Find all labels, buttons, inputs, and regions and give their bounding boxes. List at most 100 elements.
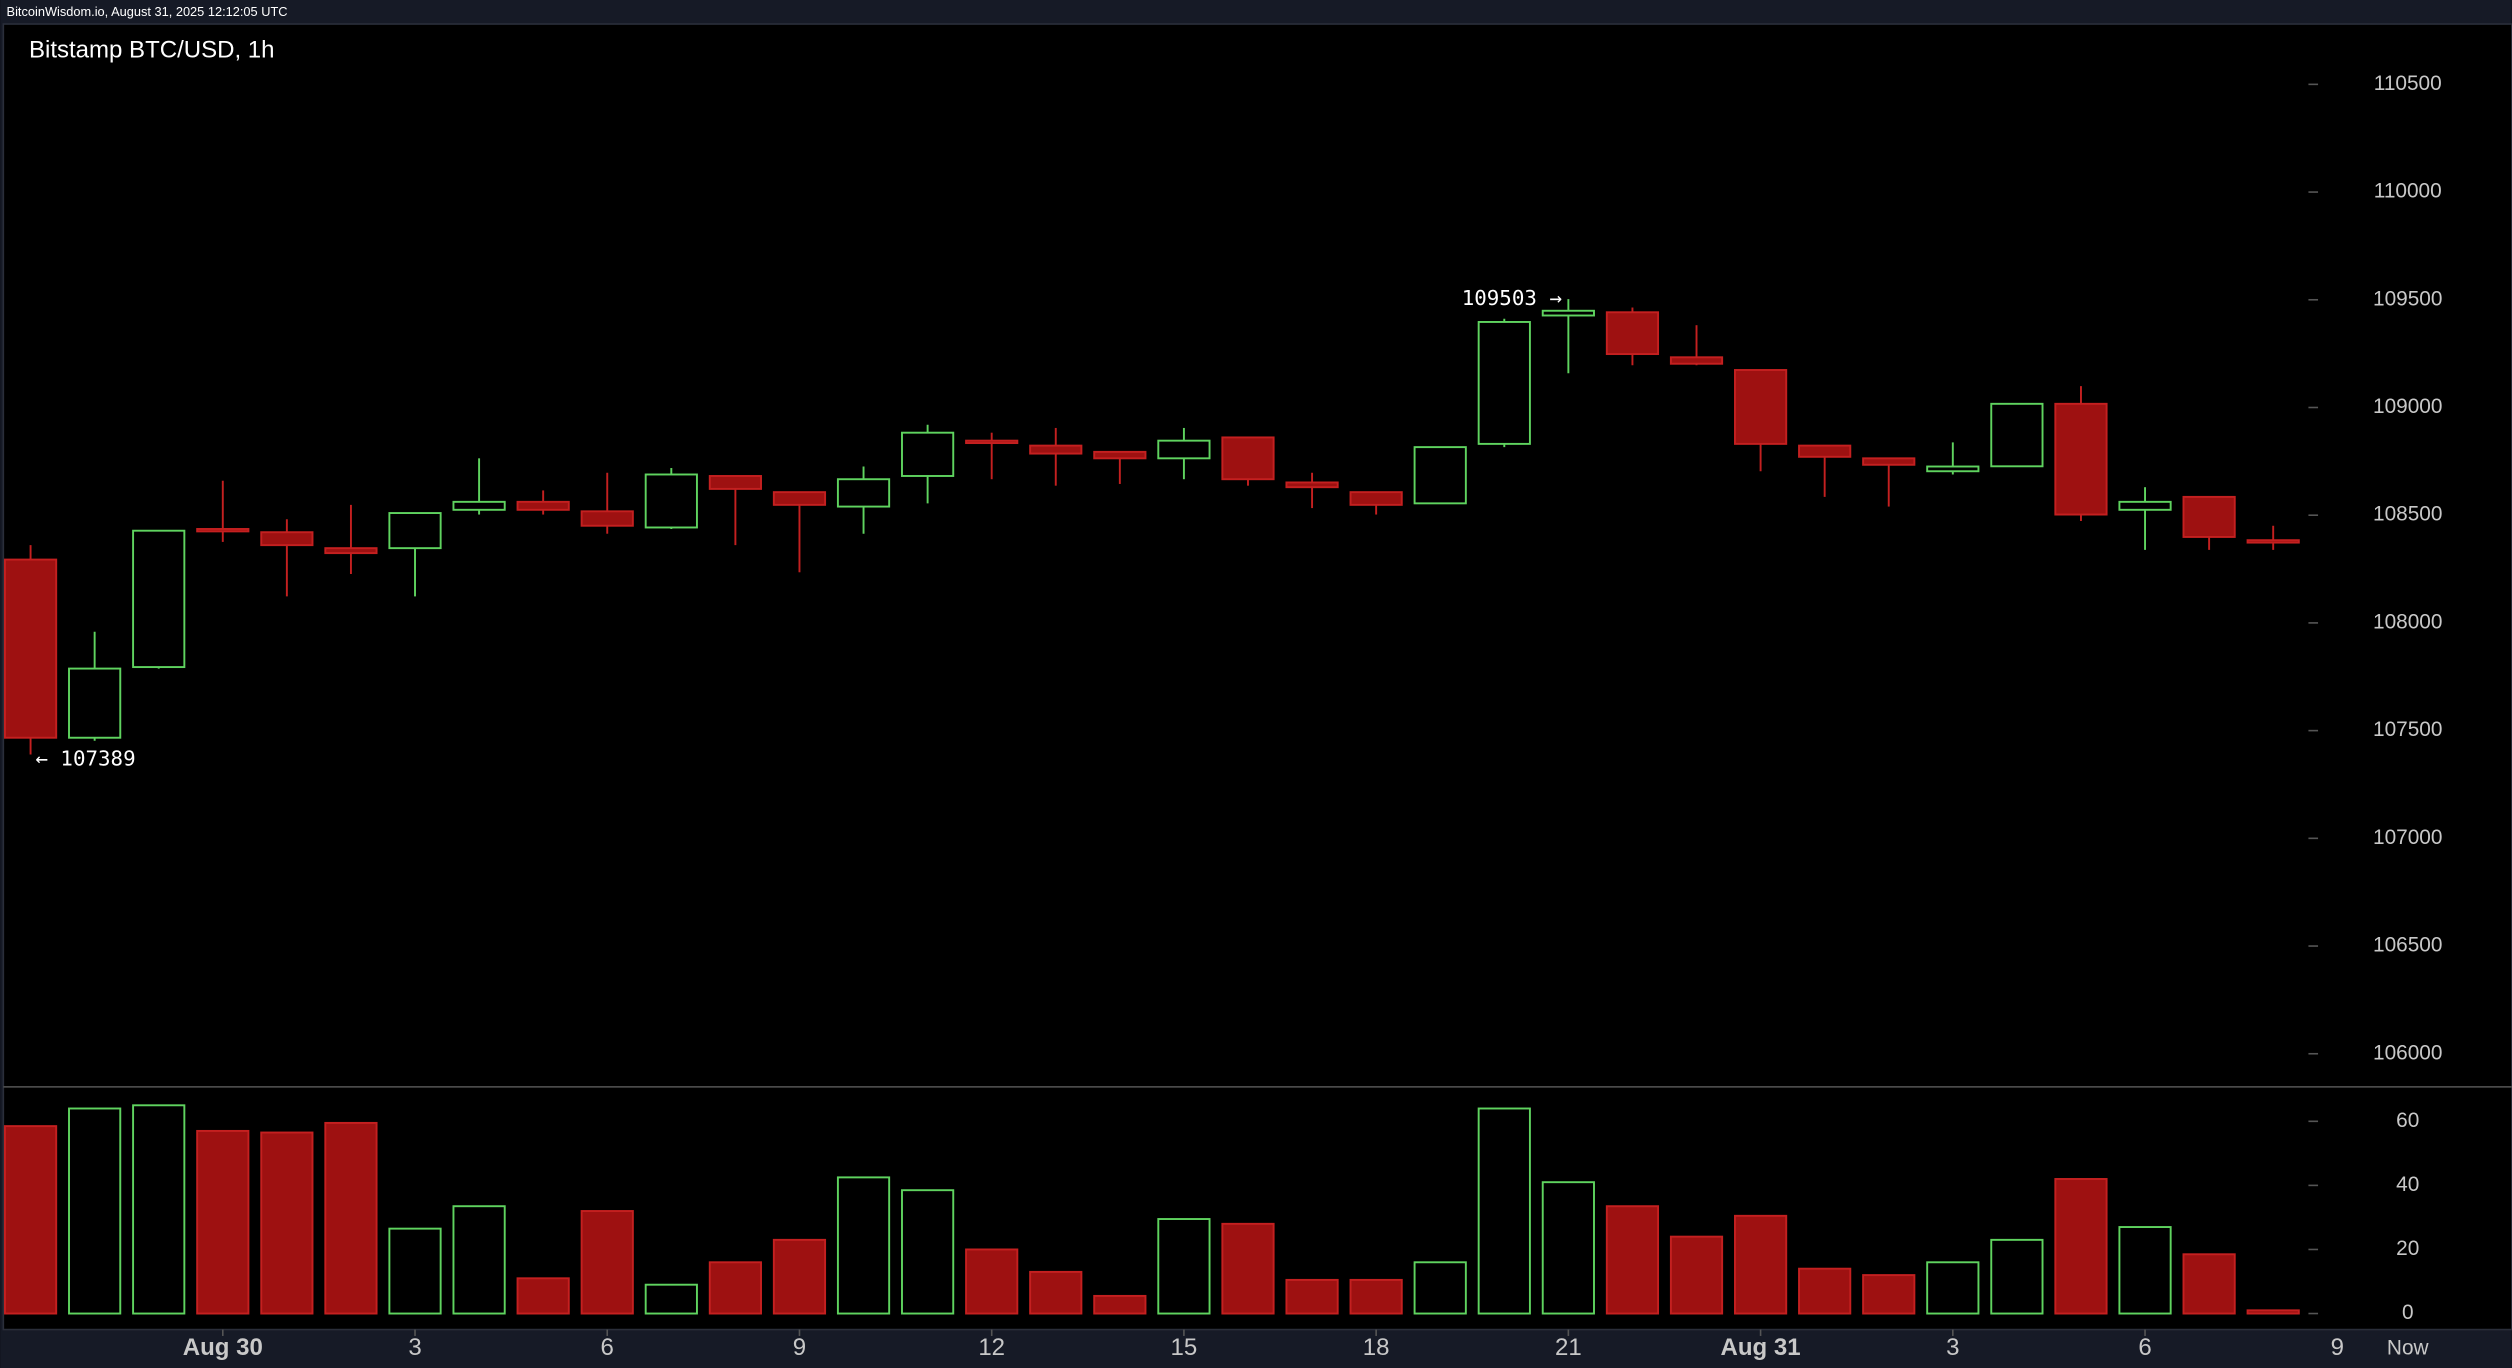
- volume-bar: [580, 1210, 634, 1315]
- volume-bar: [901, 1189, 955, 1315]
- volume-bar: [1733, 1214, 1788, 1315]
- candle-body: [1926, 465, 1980, 473]
- candle-body: [452, 500, 506, 511]
- candle-body: [3, 558, 58, 739]
- candle-body: [1541, 309, 1595, 317]
- volume-bar: [388, 1227, 442, 1315]
- volume-bar: [1798, 1267, 1852, 1315]
- volume-bar: [132, 1104, 186, 1315]
- x-tick-label: 18: [1363, 1334, 1390, 1361]
- x-tick-label: 9: [2331, 1334, 2344, 1361]
- volume-bar: [1093, 1294, 1147, 1315]
- candle-body: [1798, 444, 1852, 458]
- x-tick-label: 3: [1946, 1334, 1959, 1361]
- low-annotation: ← 107389: [35, 746, 135, 770]
- volume-bar: [1221, 1222, 1275, 1315]
- volume-bar: [68, 1107, 122, 1315]
- volume-bar: [772, 1238, 827, 1315]
- y-tick-label: 106500: [2373, 934, 2442, 957]
- volume-bar: [2118, 1226, 2172, 1315]
- header-text: BitcoinWisdom.io, August 31, 2025 12:12:…: [7, 4, 288, 19]
- y-tick-label: 109000: [2373, 395, 2442, 418]
- volume-bar: [1477, 1107, 1531, 1315]
- volume-tick-label: 40: [2396, 1173, 2419, 1196]
- plot-area: [2, 23, 2512, 1331]
- x-tick-label: 12: [978, 1334, 1005, 1361]
- candle-body: [132, 529, 186, 669]
- candle-body: [772, 491, 827, 506]
- volume-bar: [1413, 1261, 1467, 1315]
- volume-bar: [1990, 1238, 2044, 1315]
- x-tick-label: 6: [2138, 1334, 2151, 1361]
- candle-body: [1029, 444, 1083, 455]
- volume-bar: [3, 1125, 58, 1315]
- candle-body: [644, 473, 698, 529]
- volume-bar: [965, 1248, 1019, 1315]
- candle-body: [260, 531, 314, 547]
- candle-body: [2118, 500, 2172, 511]
- volume-bar: [708, 1261, 762, 1315]
- candle-body: [1221, 436, 1275, 481]
- x-tick-label: 9: [793, 1334, 806, 1361]
- candle-body: [965, 439, 1019, 445]
- chart-title: Bitstamp BTC/USD, 1h: [29, 37, 275, 64]
- y-tick-label: 106000: [2373, 1041, 2442, 1064]
- x-tick-label: 6: [601, 1334, 614, 1361]
- volume-bar: [1541, 1181, 1595, 1315]
- volume-bar: [324, 1121, 378, 1315]
- candle-body: [196, 528, 250, 533]
- y-tick-label: 110000: [2374, 180, 2442, 203]
- volume-bar: [2246, 1309, 2300, 1315]
- candle-body: [516, 500, 570, 511]
- candle-body: [580, 510, 634, 527]
- candle-body: [836, 478, 891, 508]
- volume-tick-label: 60: [2396, 1109, 2419, 1132]
- candle-body: [1733, 369, 1788, 445]
- y-tick-label: 107500: [2373, 718, 2442, 741]
- y-tick-label: 109500: [2373, 287, 2442, 310]
- x-tick-label: Aug 31: [1721, 1334, 1801, 1361]
- candle-body: [1477, 320, 1531, 445]
- candle-body: [2054, 402, 2108, 516]
- volume-bar: [2182, 1253, 2236, 1315]
- volume-bar: [260, 1131, 314, 1315]
- candle-body: [1990, 402, 2044, 468]
- volume-bar: [516, 1277, 570, 1315]
- volume-bar: [1285, 1278, 1339, 1315]
- volume-bar: [836, 1176, 891, 1315]
- volume-bar: [1862, 1274, 1916, 1315]
- candle-body: [1605, 311, 1660, 356]
- candle-body: [708, 475, 762, 490]
- candle-body: [901, 431, 955, 477]
- candle-body: [1349, 491, 1403, 506]
- candle-body: [1413, 446, 1467, 505]
- candle-body: [388, 512, 442, 550]
- x-tick-label: 21: [1555, 1334, 1582, 1361]
- y-tick-label: 107000: [2373, 826, 2442, 849]
- volume-bar: [1349, 1278, 1403, 1315]
- volume-bar: [1669, 1235, 1724, 1315]
- volume-bar: [1157, 1218, 1211, 1315]
- x-tick-label: 15: [1171, 1334, 1198, 1361]
- volume-bar: [2054, 1178, 2108, 1315]
- volume-bar: [644, 1283, 698, 1315]
- candle-body: [2182, 495, 2236, 538]
- candle-body: [1093, 450, 1147, 460]
- candle-body: [324, 547, 378, 555]
- y-tick-label: 108000: [2373, 610, 2442, 633]
- candle-body: [1157, 439, 1211, 460]
- y-tick-label: 110500: [2374, 72, 2442, 95]
- high-annotation: 109503 →: [1462, 286, 1562, 310]
- candle-body: [1862, 457, 1916, 466]
- volume-bar: [452, 1205, 506, 1315]
- volume-bar: [1926, 1261, 1980, 1315]
- volume-tick-label: 0: [2402, 1301, 2414, 1324]
- candle-body: [68, 667, 122, 739]
- x-tick-label: Aug 30: [183, 1334, 263, 1361]
- candle-body: [2246, 539, 2300, 544]
- y-tick-label: 108500: [2373, 503, 2442, 526]
- volume-bar: [196, 1129, 250, 1315]
- volume-bar: [1605, 1205, 1660, 1315]
